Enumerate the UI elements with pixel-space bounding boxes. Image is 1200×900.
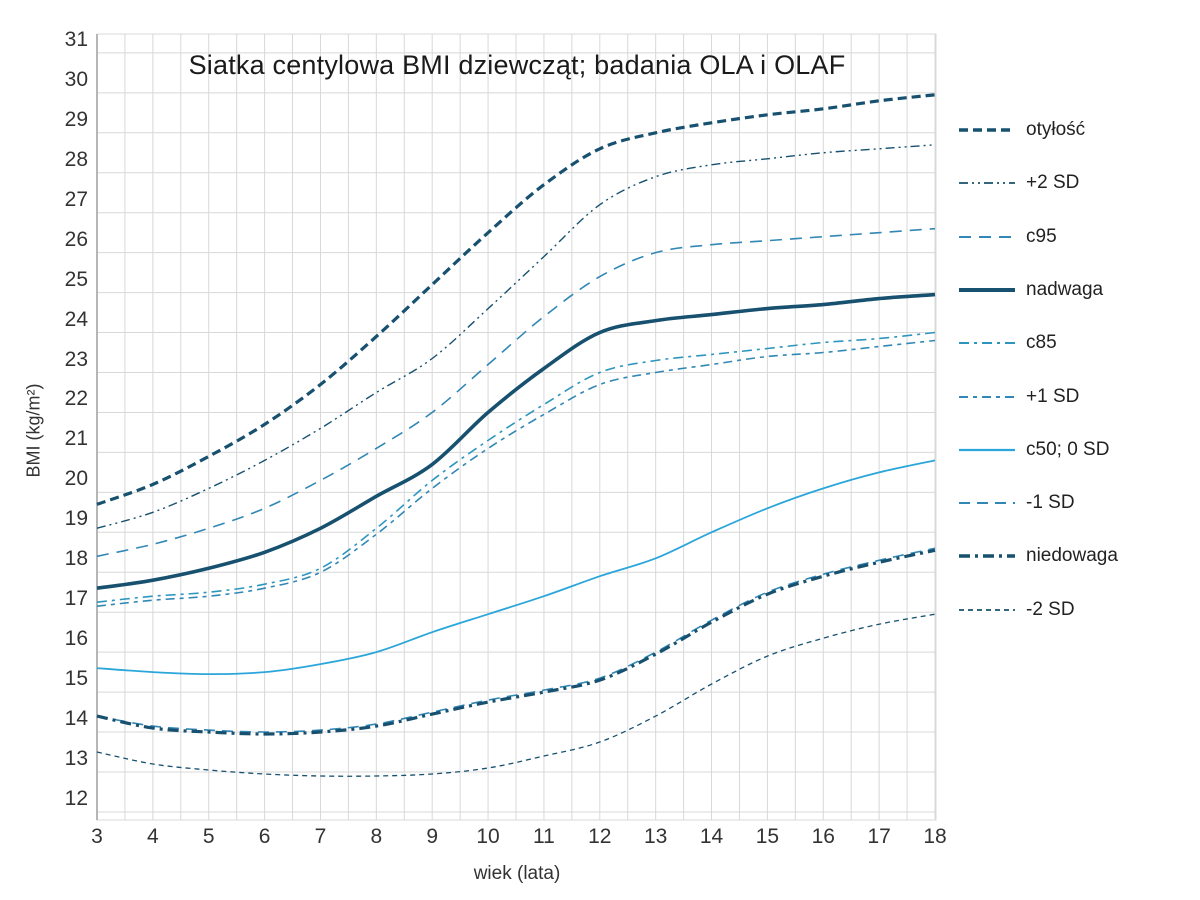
y-tick-25: 25 bbox=[64, 267, 88, 291]
legend-item-c85: c85 bbox=[958, 331, 1057, 355]
y-tick-24: 24 bbox=[64, 307, 88, 331]
curve-c95 bbox=[96, 227, 936, 558]
legend-swatch-niedowaga bbox=[959, 554, 1015, 559]
legend-swatch-c50 bbox=[959, 448, 1015, 451]
x-axis-label: wiek (lata) bbox=[473, 863, 561, 884]
y-tick-17: 17 bbox=[64, 587, 88, 611]
x-tick-7: 7 bbox=[314, 825, 327, 848]
legend-label-c50: c50; 0 SD bbox=[1026, 438, 1110, 460]
x-tick-17: 17 bbox=[867, 825, 891, 848]
legend-item-minus1sd: -1 SD bbox=[958, 491, 1075, 515]
legend-swatch-nadwaga bbox=[959, 287, 1015, 292]
y-tick-29: 29 bbox=[64, 107, 88, 131]
curve-plus1sd bbox=[96, 339, 936, 607]
y-tick-13: 13 bbox=[64, 747, 88, 770]
legend-swatch-c85 bbox=[959, 342, 1015, 345]
x-tick-11: 11 bbox=[533, 825, 555, 848]
legend-item-plus1sd: +1 SD bbox=[958, 385, 1079, 409]
legend-label-otylosc: otyłość bbox=[1026, 119, 1086, 140]
curve-plus2sd bbox=[96, 144, 936, 529]
x-tick-6: 6 bbox=[258, 825, 271, 848]
curve-c85 bbox=[96, 331, 936, 603]
curve-nadwaga bbox=[96, 292, 936, 590]
y-tick-16: 16 bbox=[64, 627, 88, 651]
legend-label-plus2sd: +2 SD bbox=[1026, 172, 1080, 194]
x-tick-3: 3 bbox=[91, 825, 103, 848]
y-tick-28: 28 bbox=[64, 147, 88, 171]
legend-swatch-minus1sd bbox=[959, 502, 1015, 505]
y-tick-21: 21 bbox=[64, 427, 88, 451]
y-tick-12: 12 bbox=[64, 786, 88, 810]
y-tick-23: 23 bbox=[64, 347, 88, 371]
curve-minus2sd bbox=[96, 613, 936, 777]
legend-item-nadwaga: nadwaga bbox=[958, 278, 1103, 302]
y-tick-27: 27 bbox=[64, 187, 88, 211]
legend-item-plus2sd: +2 SD bbox=[958, 171, 1079, 195]
chart-title: Siatka centylowa BMI dziewcząt; badania … bbox=[188, 50, 846, 80]
curve-otylosc bbox=[96, 93, 936, 506]
legend-label-minus1sd: -1 SD bbox=[1026, 492, 1075, 514]
x-tick-18: 18 bbox=[923, 825, 947, 848]
legend-label-c85: c85 bbox=[1026, 332, 1057, 354]
x-tick-4: 4 bbox=[147, 825, 159, 848]
curve-c50 bbox=[96, 459, 936, 676]
y-tick-31: 31 bbox=[64, 27, 88, 51]
y-tick-19: 19 bbox=[64, 507, 88, 531]
legend-label-c95: c95 bbox=[1026, 225, 1057, 247]
x-tick-9: 9 bbox=[426, 825, 439, 848]
legend-item-c95: c95 bbox=[958, 225, 1057, 249]
legend-swatch-minus2sd bbox=[959, 608, 1015, 611]
legend-label-nadwaga: nadwaga bbox=[1026, 278, 1104, 300]
legend-label-niedowaga: niedowaga bbox=[1026, 545, 1118, 567]
legend-swatch-plus1sd bbox=[959, 395, 1015, 398]
x-tick-5: 5 bbox=[202, 825, 215, 848]
legend-swatch-otylosc bbox=[959, 128, 1015, 132]
x-tick-14: 14 bbox=[699, 825, 724, 848]
y-tick-26: 26 bbox=[64, 227, 88, 251]
legend-label-plus1sd: +1 SD bbox=[1026, 385, 1080, 407]
legend-item-niedowaga: niedowaga bbox=[958, 544, 1118, 568]
y-tick-18: 18 bbox=[64, 547, 88, 571]
x-tick-13: 13 bbox=[643, 825, 668, 848]
legend-label-minus2sd: -2 SD bbox=[1026, 598, 1075, 620]
legend-item-c50: c50; 0 SD bbox=[958, 438, 1109, 462]
legend-item-otylosc: otyłość bbox=[958, 118, 1085, 142]
x-tick-16: 16 bbox=[811, 825, 835, 848]
y-tick-14: 14 bbox=[64, 707, 88, 731]
legend-item-minus2sd: -2 SD bbox=[958, 598, 1075, 622]
legend-swatch-c95 bbox=[959, 235, 1015, 238]
x-tick-12: 12 bbox=[588, 825, 612, 848]
x-tick-10: 10 bbox=[476, 825, 500, 848]
y-tick-20: 20 bbox=[64, 467, 88, 491]
x-tick-15: 15 bbox=[755, 825, 780, 848]
x-tick-8: 8 bbox=[370, 825, 383, 848]
legend-swatch-plus2sd bbox=[959, 182, 1015, 185]
y-tick-22: 22 bbox=[64, 387, 88, 411]
y-tick-30: 30 bbox=[64, 67, 88, 91]
curve-niedowaga bbox=[96, 548, 936, 736]
y-tick-15: 15 bbox=[64, 667, 88, 691]
curve-minus1sd bbox=[96, 547, 936, 733]
